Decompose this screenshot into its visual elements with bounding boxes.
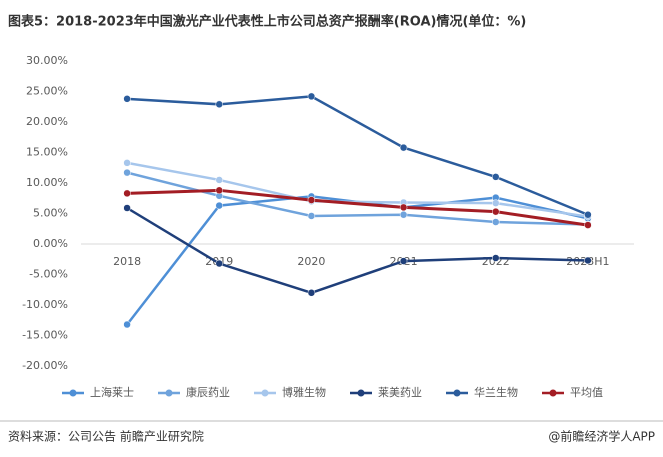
legend-label: 平均值 — [570, 386, 603, 399]
y-tick-label: -5.00% — [29, 268, 68, 281]
y-tick-label: 30.00% — [26, 54, 68, 67]
point — [123, 159, 131, 167]
y-tick-label: 0.00% — [33, 237, 68, 250]
point — [584, 221, 592, 229]
y-tick-label: 20.00% — [26, 115, 68, 128]
point — [492, 173, 500, 181]
series-line — [127, 188, 589, 227]
point — [215, 259, 223, 268]
point — [215, 201, 223, 210]
point — [307, 92, 316, 101]
point — [399, 143, 408, 152]
point — [123, 320, 131, 329]
point — [123, 168, 131, 177]
y-tick-label: -10.00% — [22, 298, 68, 311]
point — [123, 204, 131, 212]
point — [492, 254, 500, 262]
point — [215, 186, 223, 195]
series-line — [127, 95, 589, 216]
point — [399, 257, 408, 265]
legend-marker — [357, 389, 365, 397]
point — [492, 207, 500, 216]
credit: @前瞻经济学人APP — [548, 429, 655, 444]
point — [492, 218, 500, 226]
legend-marker — [69, 389, 77, 397]
point — [123, 189, 131, 198]
legend-marker — [165, 389, 173, 397]
point — [307, 212, 316, 220]
legend-label: 莱美药业 — [378, 386, 422, 399]
legend-label: 康辰药业 — [186, 385, 230, 399]
legend-marker — [453, 389, 461, 397]
x-tick-label: 2020 — [297, 255, 325, 268]
point — [399, 203, 408, 212]
point — [215, 176, 223, 184]
legend-label: 博雅生物 — [282, 385, 326, 399]
point — [492, 199, 500, 207]
chart-title: 图表5：2018-2023年中国激光产业代表性上市公司总资产报酬率(ROA)情况… — [8, 14, 526, 30]
y-tick-label: 25.00% — [26, 85, 68, 98]
point — [307, 289, 316, 297]
point — [584, 210, 592, 219]
y-tick-label: 15.00% — [26, 146, 68, 159]
legend-label: 华兰生物 — [474, 385, 518, 399]
point — [123, 95, 131, 103]
y-tick-label: 5.00% — [33, 207, 68, 220]
y-tick-label: -20.00% — [22, 359, 68, 372]
legend-marker — [549, 389, 557, 397]
point — [307, 196, 316, 204]
y-tick-label: 10.00% — [26, 176, 68, 189]
x-tick-label: 2018 — [113, 255, 141, 268]
legend-marker — [261, 389, 269, 397]
source: 资料来源：公司公告 前瞻产业研究院 — [8, 429, 204, 444]
legend-label: 上海莱士 — [90, 385, 134, 399]
y-tick-label: -15.00% — [22, 329, 68, 342]
series-line — [126, 171, 588, 226]
point — [215, 100, 223, 109]
point — [399, 210, 408, 219]
series-line — [126, 206, 588, 295]
point — [584, 256, 592, 265]
series-line — [126, 161, 589, 218]
